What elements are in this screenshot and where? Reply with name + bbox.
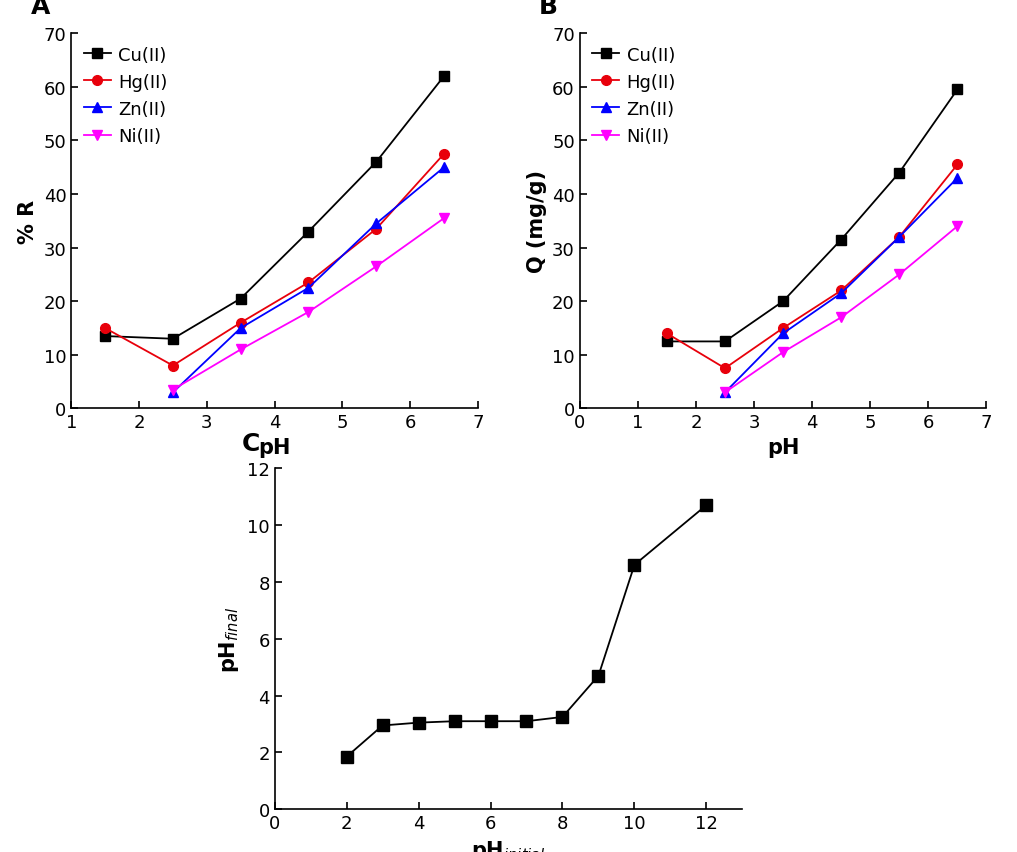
Hg(II) — [167, 361, 179, 371]
Hg(II) — [951, 160, 963, 170]
Ni(II) — [719, 388, 731, 398]
Zn(II) — [167, 388, 179, 398]
Y-axis label: pH$_{final}$: pH$_{final}$ — [218, 606, 241, 672]
Hg(II) — [719, 364, 731, 374]
Cu(II) — [893, 168, 905, 178]
Hg(II) — [438, 149, 451, 159]
Hg(II) — [835, 286, 847, 296]
Cu(II) — [167, 334, 179, 344]
Line: Cu(II): Cu(II) — [101, 72, 448, 344]
X-axis label: pH: pH — [258, 437, 291, 458]
Cu(II) — [235, 294, 247, 304]
Hg(II) — [235, 318, 247, 328]
Zn(II) — [438, 163, 451, 173]
X-axis label: pH: pH — [767, 437, 799, 458]
Line: Hg(II): Hg(II) — [101, 150, 448, 371]
Zn(II) — [235, 324, 247, 334]
Cu(II) — [951, 85, 963, 95]
Hg(II) — [777, 324, 789, 334]
Ni(II) — [438, 214, 451, 224]
Ni(II) — [370, 262, 382, 272]
Zn(II) — [302, 284, 314, 294]
Hg(II) — [302, 278, 314, 288]
Legend: Cu(II), Hg(II), Zn(II), Ni(II): Cu(II), Hg(II), Zn(II), Ni(II) — [589, 43, 679, 149]
Zn(II) — [370, 219, 382, 229]
Cu(II) — [777, 296, 789, 307]
Ni(II) — [302, 308, 314, 318]
Legend: Cu(II), Hg(II), Zn(II), Ni(II): Cu(II), Hg(II), Zn(II), Ni(II) — [80, 43, 171, 149]
Zn(II) — [893, 233, 905, 243]
Zn(II) — [719, 388, 731, 398]
Hg(II) — [99, 324, 111, 334]
Cu(II) — [302, 227, 314, 238]
Zn(II) — [777, 329, 789, 339]
Line: Zn(II): Zn(II) — [168, 163, 448, 398]
Cu(II) — [99, 331, 111, 342]
Text: B: B — [539, 0, 558, 19]
Hg(II) — [893, 233, 905, 243]
Ni(II) — [951, 222, 963, 232]
Ni(II) — [893, 270, 905, 280]
Cu(II) — [438, 72, 451, 82]
Line: Ni(II): Ni(II) — [168, 214, 448, 395]
Cu(II) — [370, 158, 382, 168]
Ni(II) — [235, 345, 247, 355]
Cu(II) — [661, 337, 673, 347]
Ni(II) — [167, 385, 179, 395]
Line: Ni(II): Ni(II) — [720, 222, 962, 398]
Zn(II) — [951, 174, 963, 184]
Text: C: C — [242, 431, 260, 455]
Y-axis label: % R: % R — [18, 199, 38, 244]
Line: Zn(II): Zn(II) — [720, 174, 962, 398]
Hg(II) — [370, 224, 382, 234]
Zn(II) — [835, 289, 847, 299]
Ni(II) — [777, 348, 789, 358]
Text: A: A — [31, 0, 50, 19]
X-axis label: pH$_{initial}$: pH$_{initial}$ — [471, 838, 546, 852]
Hg(II) — [661, 329, 673, 339]
Line: Hg(II): Hg(II) — [662, 160, 962, 374]
Y-axis label: Q (mg/g): Q (mg/g) — [527, 170, 546, 273]
Cu(II) — [719, 337, 731, 347]
Cu(II) — [835, 235, 847, 245]
Ni(II) — [835, 313, 847, 323]
Line: Cu(II): Cu(II) — [662, 85, 962, 347]
